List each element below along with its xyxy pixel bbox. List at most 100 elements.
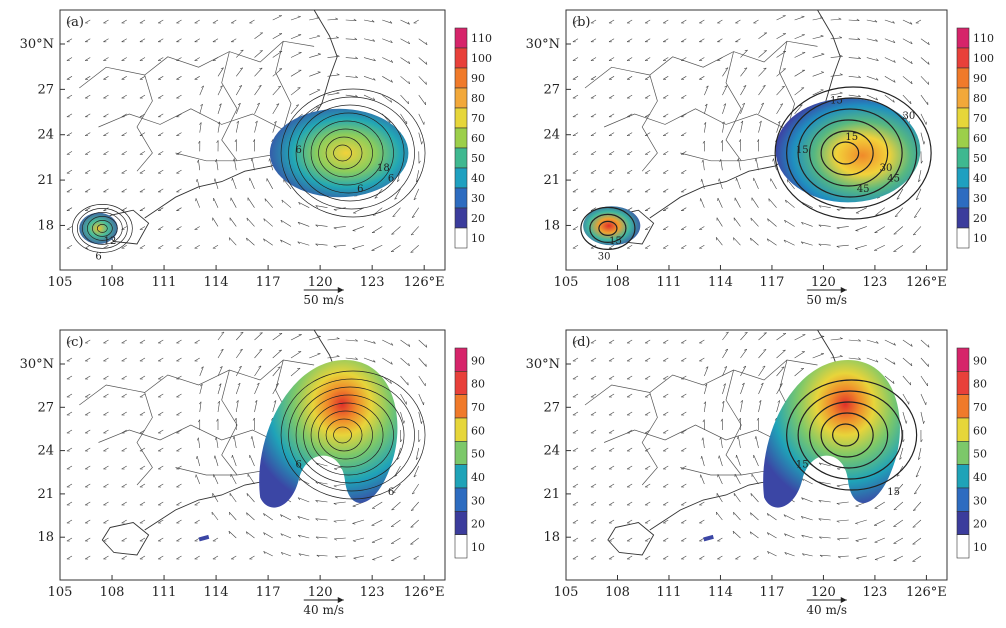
wind-arrow-head xyxy=(767,218,769,222)
x-tick-label: 123 xyxy=(863,275,888,290)
wind-arrow xyxy=(418,38,428,45)
wind-arrow-head xyxy=(856,557,860,560)
wind-arrow xyxy=(722,401,725,413)
wind-arrow-head xyxy=(913,233,917,236)
wind-arrow-head xyxy=(750,237,752,241)
wind-arrow xyxy=(776,333,787,341)
wind-arrow-head xyxy=(858,56,861,59)
wind-arrow-head xyxy=(400,439,403,443)
wind-arrow-head xyxy=(758,400,762,403)
wind-arrow xyxy=(176,465,182,470)
wind-arrow xyxy=(139,188,146,193)
wind-arrow-head xyxy=(298,202,301,205)
wind-arrow xyxy=(194,555,200,560)
wind-arrow xyxy=(230,473,237,485)
wind-arrow xyxy=(263,218,273,227)
wind-arrow xyxy=(699,226,705,230)
wind-arrow xyxy=(400,113,408,125)
colorbar-segment xyxy=(956,487,970,512)
wind-arrow xyxy=(626,429,633,434)
wind-arrow-head xyxy=(836,209,840,211)
wind-arrow-head xyxy=(390,79,393,83)
wind-arrow xyxy=(704,366,709,377)
x-tick-label: 111 xyxy=(152,585,177,600)
y-tick-label: 27 xyxy=(37,82,54,97)
wind-arrow xyxy=(382,339,394,346)
wind-arrow xyxy=(830,74,843,77)
wind-arrow-head xyxy=(723,383,726,386)
wind-arrow xyxy=(352,537,365,542)
wind-arrow-head xyxy=(876,58,879,61)
wind-arrow xyxy=(855,207,867,214)
wind-arrow xyxy=(681,411,687,416)
wind-arrow-head xyxy=(355,357,358,360)
wind-arrow xyxy=(720,437,723,449)
colorbar-tick-label: 100 xyxy=(471,52,492,65)
colorbar-segment xyxy=(956,87,970,109)
wind-arrow xyxy=(590,465,597,470)
y-tick-label: 18 xyxy=(37,530,54,545)
wind-arrow xyxy=(195,474,201,485)
colorbar-tick-label: 20 xyxy=(471,518,485,531)
wind-arrow xyxy=(681,207,687,211)
wind-arrow xyxy=(382,57,393,63)
wind-arrow xyxy=(837,537,849,540)
wind-arrow-head xyxy=(413,475,417,478)
contour-label: 30 xyxy=(880,163,893,174)
wind-arrow xyxy=(866,339,879,344)
wind-arrow xyxy=(176,38,182,43)
wind-arrow xyxy=(371,226,383,233)
colorbar-tick-label: 50 xyxy=(973,152,987,165)
wind-arrow xyxy=(644,339,651,344)
wind-arrow xyxy=(893,244,904,252)
wind-arrow xyxy=(345,94,358,98)
y-tick-label: 18 xyxy=(37,218,54,233)
wind-arrow-head xyxy=(239,348,243,351)
wind-arrow-head xyxy=(915,197,919,201)
wind-arrow xyxy=(199,384,203,395)
wind-arrow xyxy=(700,474,705,485)
wind-arrow xyxy=(644,501,651,506)
wind-arrow-head xyxy=(705,85,709,88)
wind-arrow-head xyxy=(743,365,746,368)
wind-arrow xyxy=(194,226,200,230)
wind-arrow-head xyxy=(231,177,233,181)
wind-arrow xyxy=(196,456,201,467)
wind-arrow xyxy=(717,474,723,485)
contour-line xyxy=(295,104,405,202)
contour-line xyxy=(580,206,636,250)
wind-arrow xyxy=(280,533,292,539)
wind-arrow xyxy=(644,483,651,488)
wind-arrow xyxy=(121,38,127,43)
colorbar-segment xyxy=(454,187,468,209)
wind-arrow xyxy=(830,338,843,341)
x-tick-label: 105 xyxy=(554,275,579,290)
wind-arrow xyxy=(66,375,73,380)
x-tick-label: 114 xyxy=(204,275,229,290)
colorbar-segment xyxy=(454,417,468,442)
wind-arrow xyxy=(139,57,146,61)
wind-arrow-head xyxy=(263,551,266,554)
wind-arrow xyxy=(902,38,913,45)
province-boundary xyxy=(641,392,658,486)
y-tick-label: 18 xyxy=(543,530,560,545)
wind-arrow xyxy=(626,411,633,416)
wind-arrow-head xyxy=(355,339,358,342)
wind-arrow-head xyxy=(927,41,930,45)
wind-arrow xyxy=(572,207,579,211)
wind-arrow xyxy=(232,177,237,190)
wind-arrow-head xyxy=(724,85,728,88)
wind-arrow xyxy=(413,19,419,24)
wind-arrow-head xyxy=(200,383,203,387)
wind-arrow xyxy=(751,473,759,485)
colorbar-tick-label: 70 xyxy=(973,401,987,414)
y-tick-label: 21 xyxy=(543,173,560,188)
wind-arrow xyxy=(866,76,879,81)
contour-line xyxy=(820,130,874,176)
wind-arrow xyxy=(644,132,651,136)
wind-arrow xyxy=(176,483,182,488)
wind-arrow xyxy=(66,537,73,542)
wind-arrow-head xyxy=(766,513,769,517)
x-tick-label: 126°E xyxy=(906,275,947,290)
contours xyxy=(786,379,918,491)
